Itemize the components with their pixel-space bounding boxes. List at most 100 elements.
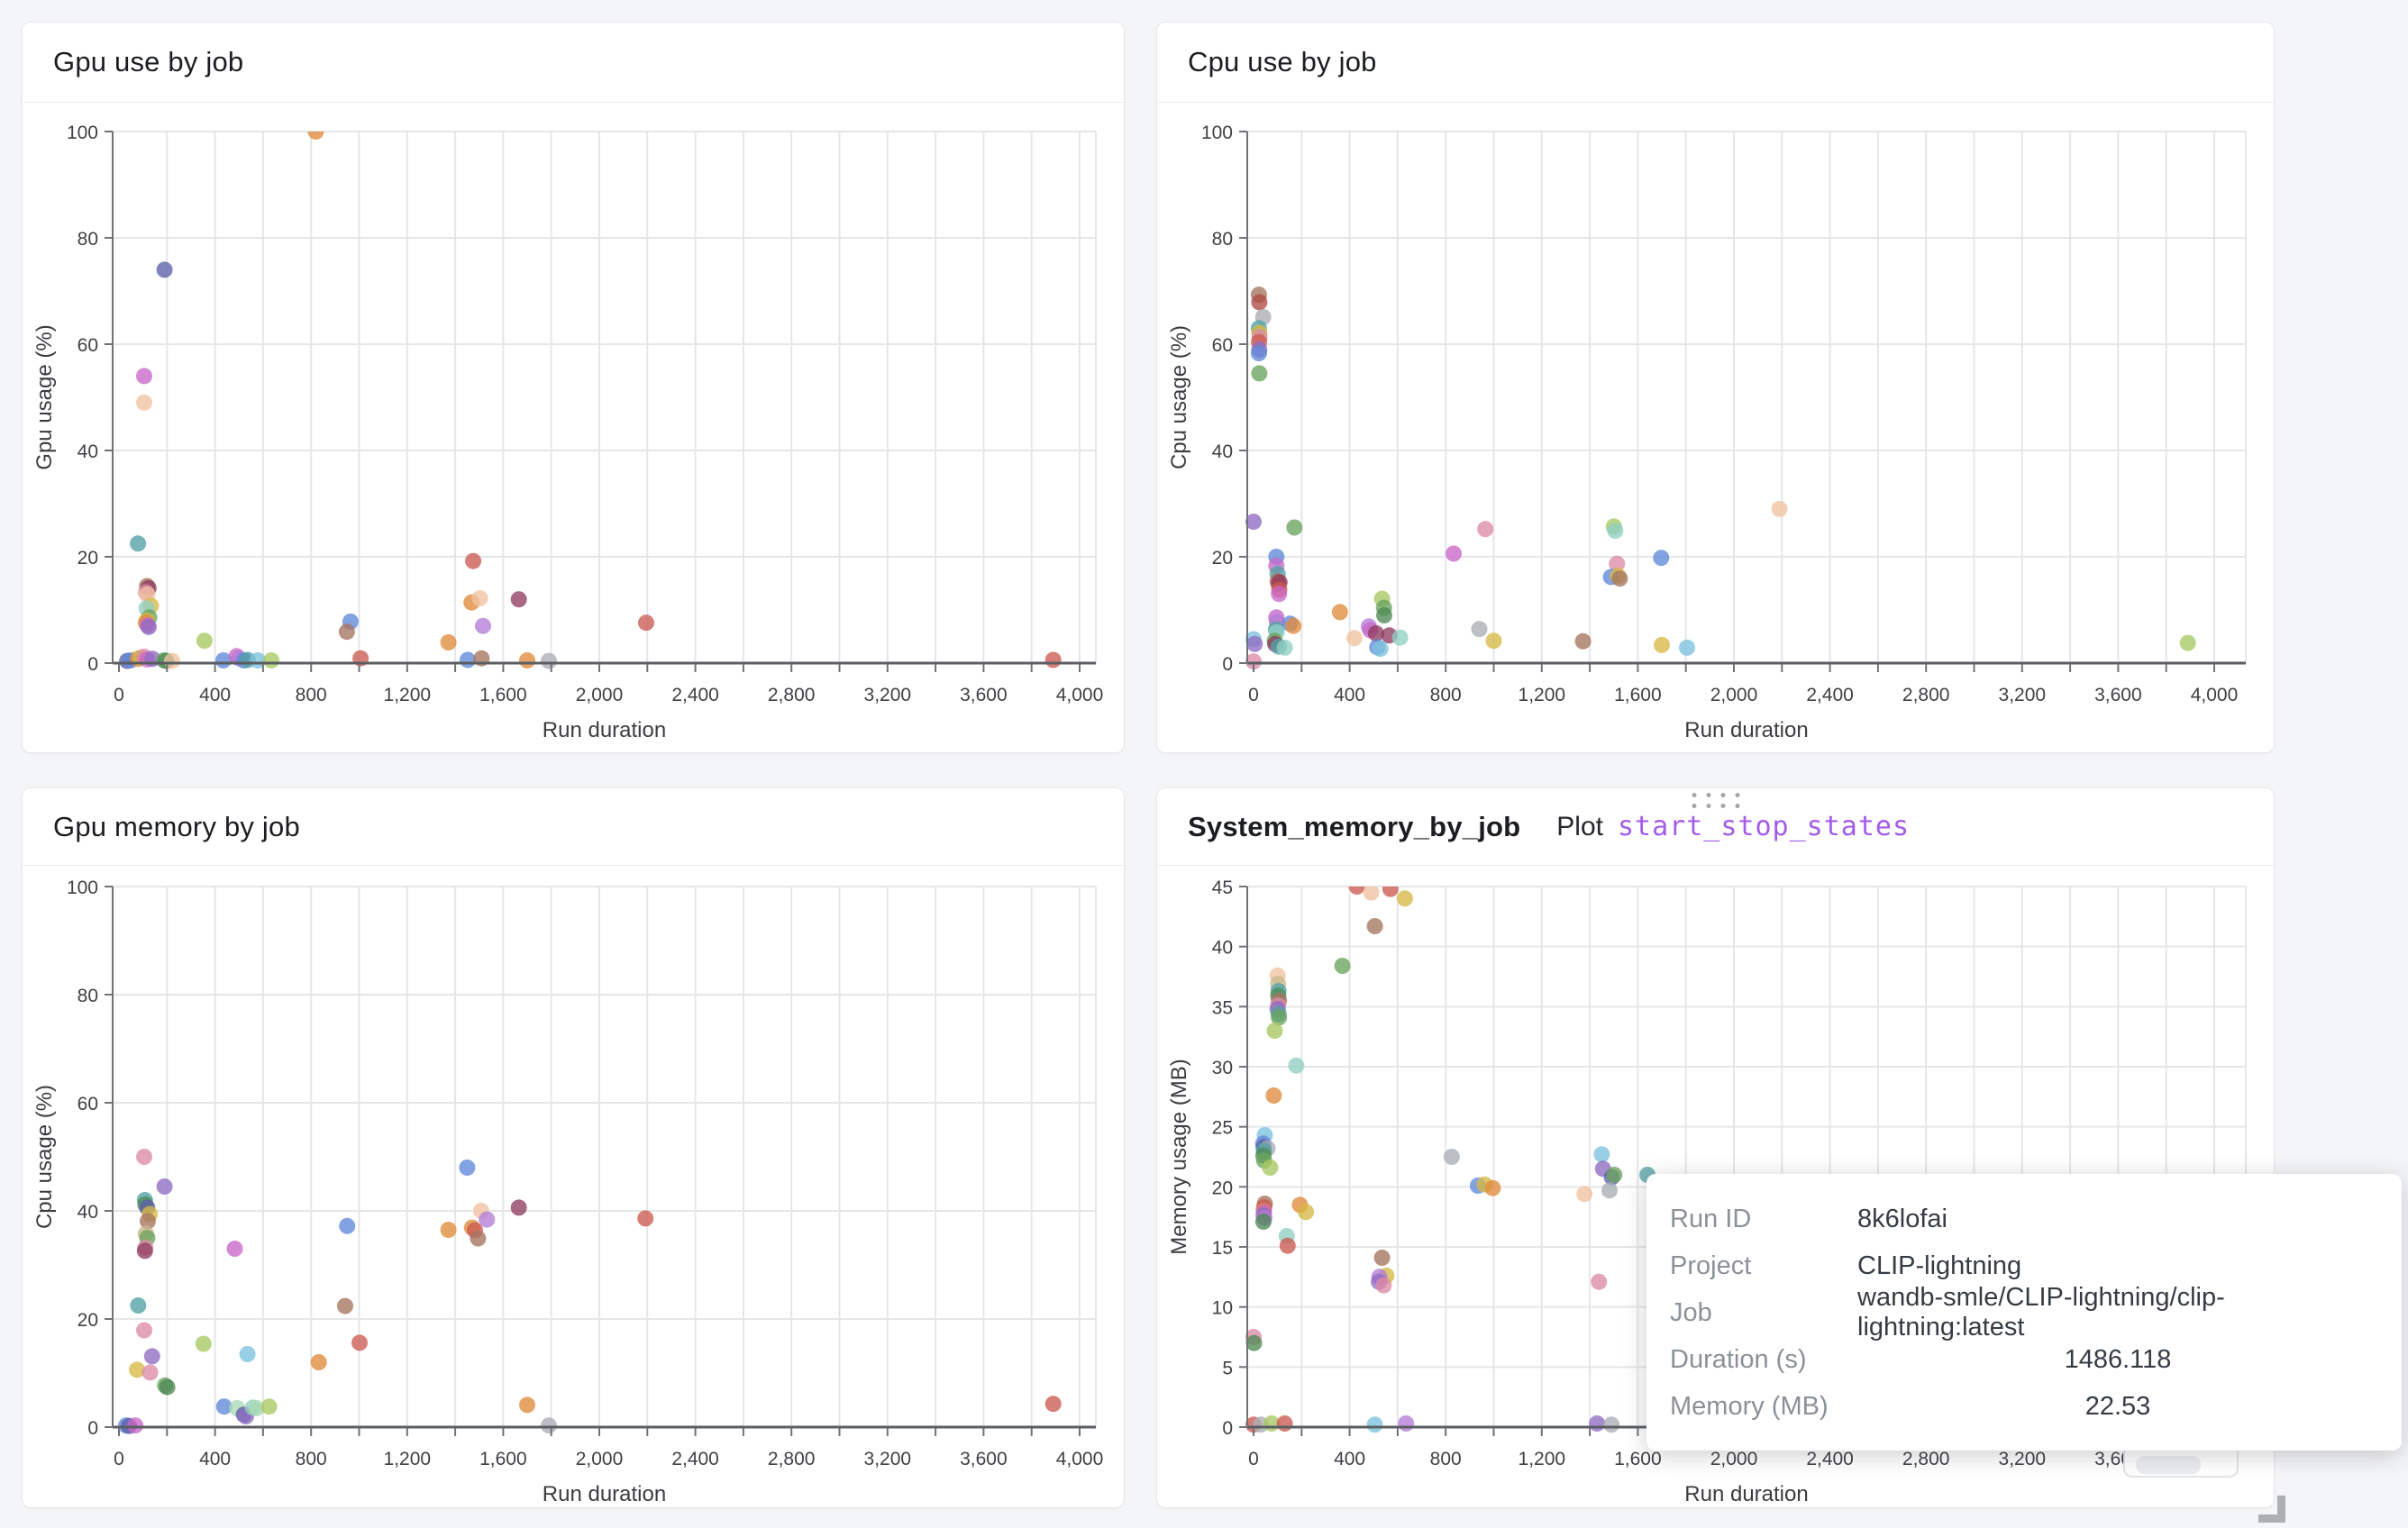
svg-text:80: 80: [78, 229, 98, 250]
gpu-use-scatter-chart[interactable]: 0 20 40 60 80 100 0 400 800 1,200 1,600 2,000 2,400 2…: [23, 103, 1124, 754]
run-tooltip: Run ID 8k6lofai Project CLIP-lightning J…: [1646, 1174, 2402, 1451]
svg-text:0: 0: [87, 654, 98, 675]
svg-text:3,200: 3,200: [864, 1449, 912, 1469]
svg-text:3,200: 3,200: [1999, 685, 2047, 705]
svg-text:4,000: 4,000: [2191, 685, 2239, 705]
svg-text:60: 60: [1212, 335, 1233, 356]
svg-text:35: 35: [1212, 997, 1233, 1018]
drag-handle-icon[interactable]: [1692, 793, 1739, 808]
svg-text:2,400: 2,400: [1806, 1449, 1854, 1469]
svg-text:45: 45: [1212, 878, 1233, 898]
svg-text:100: 100: [1201, 123, 1233, 143]
svg-text:800: 800: [1430, 685, 1462, 705]
svg-text:Cpu usage (%): Cpu usage (%): [32, 1085, 57, 1229]
svg-text:80: 80: [1212, 229, 1233, 250]
svg-text:1,200: 1,200: [384, 1449, 432, 1469]
svg-text:40: 40: [1212, 938, 1233, 959]
svg-text:20: 20: [1212, 1178, 1233, 1198]
tooltip-label: Job: [1670, 1297, 1712, 1327]
svg-text:Run duration: Run duration: [543, 1482, 666, 1506]
svg-text:800: 800: [1430, 1449, 1462, 1469]
plot-label: Plot: [1556, 811, 1603, 841]
svg-text:1,200: 1,200: [1519, 1449, 1566, 1469]
tooltip-value-duration: 1486.118: [2064, 1344, 2172, 1374]
svg-text:Run duration: Run duration: [1684, 718, 1808, 742]
svg-text:2,400: 2,400: [1806, 685, 1854, 705]
svg-text:2,800: 2,800: [768, 685, 816, 705]
svg-text:100: 100: [67, 123, 98, 143]
svg-text:20: 20: [1212, 548, 1233, 568]
svg-text:0: 0: [1222, 1418, 1233, 1439]
tooltip-value-run-id: 8k6lofai: [1857, 1204, 1947, 1233]
panel-title: System_memory_by_job: [1188, 810, 1521, 842]
cpu-use-scatter-chart[interactable]: 0 20 40 60 80 100 0 400 800 1,200 1,600 2,000 2,400 2…: [1157, 103, 2274, 754]
panel-cpu-use: Cpu use by job 0 20 40 60 80 100 0 400 800 1,200 1…: [1156, 22, 2275, 753]
svg-text:80: 80: [78, 986, 98, 1006]
tooltip-row: Job wandb-smle/CLIP-lightning/clip-light…: [1670, 1283, 2378, 1342]
tooltip-row: Project CLIP-lightning: [1670, 1242, 2378, 1289]
tooltip-row: Duration (s) 1486.118: [1670, 1336, 2378, 1383]
svg-text:1,200: 1,200: [1519, 685, 1566, 705]
svg-text:2,400: 2,400: [671, 1449, 719, 1469]
svg-text:2,000: 2,000: [1710, 1449, 1758, 1469]
svg-text:15: 15: [1212, 1238, 1233, 1259]
svg-text:1,200: 1,200: [384, 685, 432, 705]
svg-text:40: 40: [1212, 441, 1233, 462]
svg-text:60: 60: [78, 1094, 98, 1114]
gpu-memory-scatter-chart[interactable]: 0 20 40 60 80 100 0 400 800 1,200 1,600 2,000 2,400 2…: [23, 866, 1124, 1509]
panel-body: 0 20 40 60 80 100 0 400 800 1,200 1,600 2,000 2,400 2…: [1157, 103, 2274, 754]
tooltip-row: Memory (MB) 22.53: [1670, 1383, 2378, 1430]
svg-text:0: 0: [1248, 685, 1259, 705]
svg-text:2,800: 2,800: [768, 1449, 816, 1469]
svg-text:Cpu usage (%): Cpu usage (%): [1167, 325, 1191, 469]
svg-text:Run duration: Run duration: [543, 718, 666, 742]
svg-text:Memory usage (MB): Memory usage (MB): [1167, 1059, 1191, 1254]
svg-text:2,400: 2,400: [671, 685, 719, 705]
svg-text:0: 0: [1248, 1449, 1259, 1469]
svg-text:0: 0: [114, 685, 124, 705]
svg-text:2,800: 2,800: [1902, 685, 1950, 705]
svg-text:0: 0: [114, 1449, 124, 1469]
svg-text:Gpu usage (%): Gpu usage (%): [32, 324, 57, 469]
panel-gpu-use: Gpu use by job 0 20 40 60 80 100 0 400 800 1,200 1…: [22, 22, 1125, 753]
svg-text:5: 5: [1222, 1358, 1233, 1378]
panel-body: 0 20 40 60 80 100 0 400 800 1,200 1,600 2,000 2,400 2…: [23, 866, 1124, 1509]
svg-text:1,600: 1,600: [479, 1449, 527, 1469]
svg-text:60: 60: [78, 335, 98, 356]
svg-text:800: 800: [296, 1449, 327, 1469]
svg-text:1,600: 1,600: [479, 685, 527, 705]
plot-link[interactable]: start_stop_states: [1617, 811, 1911, 842]
system-memory-scatter-chart[interactable]: 0 5 10 15 20 25 30 35 40 45 0 400 800 1,200 1,600 2,000…: [1157, 866, 2274, 1509]
svg-text:4,000: 4,000: [1056, 685, 1104, 705]
tooltip-value-job: wandb-smle/CLIP-lightning/clip-lightning…: [1857, 1283, 2225, 1342]
svg-text:4,000: 4,000: [1056, 1449, 1104, 1469]
panel-body: 0 5 10 15 20 25 30 35 40 45 0 400 800 1,200 1,600 2,000…: [1157, 866, 2274, 1509]
svg-text:2,000: 2,000: [1710, 685, 1758, 705]
svg-text:Run duration: Run duration: [1684, 1482, 1808, 1506]
panel-body: 0 20 40 60 80 100 0 400 800 1,200 1,600 2,000 2,400 2…: [23, 103, 1124, 754]
svg-text:1,600: 1,600: [1614, 1449, 1662, 1469]
panel-header: Gpu use by job: [23, 23, 1124, 103]
svg-text:2,000: 2,000: [576, 685, 624, 705]
svg-text:400: 400: [199, 1449, 231, 1469]
tooltip-label: Project: [1670, 1251, 1752, 1280]
svg-text:400: 400: [1334, 685, 1365, 705]
svg-text:3,200: 3,200: [1999, 1449, 2047, 1469]
tooltip-value-project: CLIP-lightning: [1857, 1251, 2022, 1280]
tooltip-row: Run ID 8k6lofai: [1670, 1196, 2378, 1242]
svg-text:10: 10: [1212, 1298, 1233, 1319]
panel-header: Gpu memory by job: [23, 788, 1124, 866]
panel-header: System_memory_by_job Plot start_stop_sta…: [1157, 788, 2274, 866]
panel-gpu-memory: Gpu memory by job 0 20 40 60 80 100 0 400 800 1,2…: [22, 787, 1125, 1508]
resize-grip-icon[interactable]: [2258, 1496, 2285, 1523]
svg-text:0: 0: [87, 1418, 98, 1439]
svg-text:0: 0: [1222, 654, 1233, 675]
button-glyph: [2136, 1456, 2201, 1474]
svg-text:3,200: 3,200: [864, 685, 912, 705]
svg-text:1,600: 1,600: [1614, 685, 1662, 705]
svg-text:30: 30: [1212, 1058, 1233, 1078]
panel-header: Cpu use by job: [1157, 23, 2274, 103]
panel-title: Cpu use by job: [1188, 46, 1377, 77]
panel-title: Gpu use by job: [53, 46, 244, 77]
tooltip-label: Duration (s): [1670, 1344, 1807, 1374]
